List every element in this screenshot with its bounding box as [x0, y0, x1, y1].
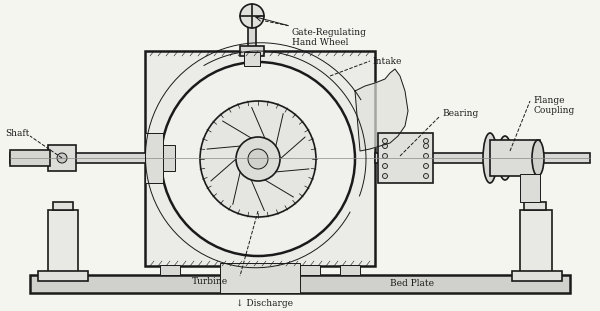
- Circle shape: [200, 101, 316, 217]
- Bar: [375, 153, 590, 163]
- Circle shape: [424, 143, 428, 148]
- Text: Turbine: Turbine: [192, 276, 228, 285]
- Bar: [10, 150, 50, 166]
- Bar: [38, 271, 88, 281]
- Text: Flange
Coupling: Flange Coupling: [533, 96, 574, 115]
- Text: Shaft: Shaft: [5, 129, 29, 138]
- Circle shape: [383, 154, 388, 159]
- Bar: [53, 202, 73, 210]
- Bar: [520, 174, 540, 202]
- Bar: [145, 51, 375, 266]
- Ellipse shape: [498, 136, 512, 180]
- Text: Gate-Regulating
Hand Wheel: Gate-Regulating Hand Wheel: [292, 28, 367, 47]
- Circle shape: [424, 164, 428, 169]
- Bar: [163, 145, 175, 171]
- Circle shape: [236, 137, 280, 181]
- Bar: [220, 263, 300, 293]
- Circle shape: [383, 138, 388, 143]
- Circle shape: [424, 174, 428, 179]
- Circle shape: [248, 149, 268, 169]
- Bar: [520, 210, 552, 275]
- Bar: [160, 265, 180, 275]
- Circle shape: [383, 174, 388, 179]
- Text: Bearing: Bearing: [442, 109, 478, 118]
- Bar: [248, 21, 256, 51]
- Bar: [30, 275, 570, 293]
- Ellipse shape: [532, 140, 544, 176]
- Bar: [524, 202, 546, 210]
- Text: Intake: Intake: [372, 57, 401, 66]
- Bar: [240, 46, 264, 56]
- Bar: [48, 210, 78, 275]
- Circle shape: [383, 143, 388, 148]
- Bar: [244, 52, 260, 66]
- Circle shape: [424, 138, 428, 143]
- Circle shape: [424, 154, 428, 159]
- Bar: [145, 133, 163, 183]
- Circle shape: [161, 62, 355, 256]
- Bar: [378, 133, 433, 183]
- Text: ↓ Discharge: ↓ Discharge: [236, 299, 293, 308]
- Bar: [490, 140, 540, 176]
- Circle shape: [240, 4, 264, 28]
- Bar: [340, 265, 360, 275]
- Bar: [10, 153, 155, 163]
- Circle shape: [383, 164, 388, 169]
- Ellipse shape: [483, 133, 497, 183]
- Bar: [300, 265, 320, 275]
- Bar: [48, 145, 76, 171]
- Circle shape: [57, 153, 67, 163]
- Text: Bed Plate: Bed Plate: [390, 280, 434, 289]
- Polygon shape: [355, 69, 408, 151]
- Bar: [512, 271, 562, 281]
